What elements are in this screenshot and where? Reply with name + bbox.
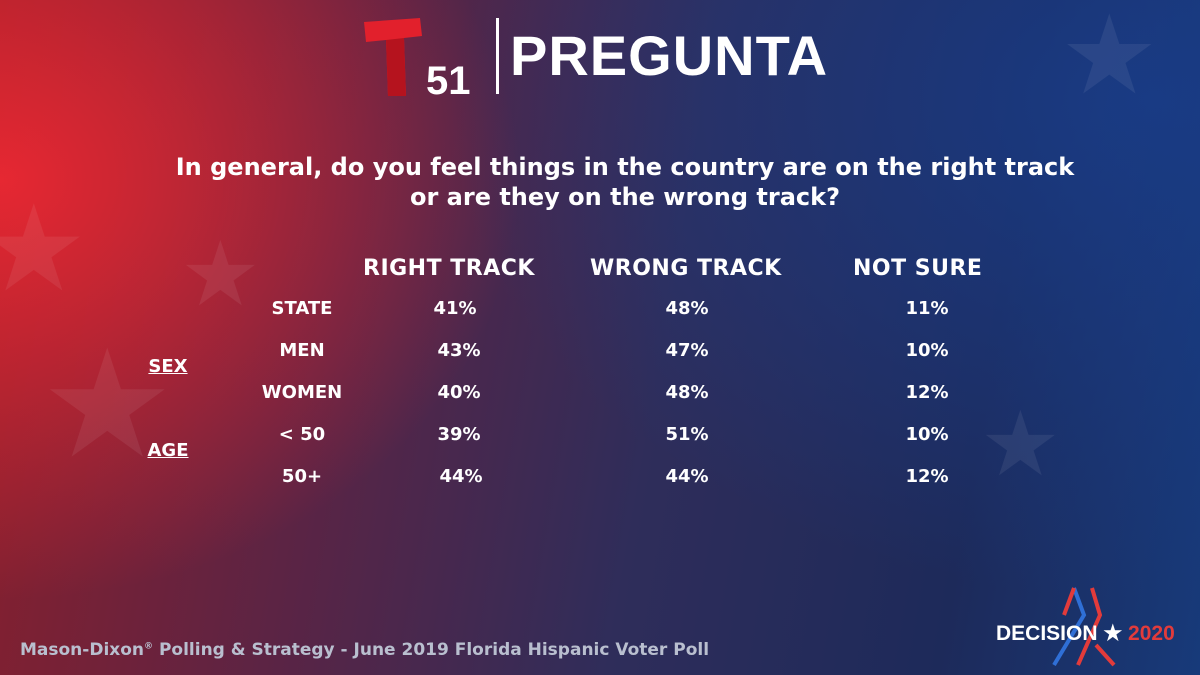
group-label-sex: SEX — [148, 356, 188, 377]
decision-star-icon: ★ — [1103, 622, 1123, 645]
background-star-icon: ★ — [980, 392, 1061, 497]
cell-under-50-right-track: 39% — [437, 424, 481, 445]
telemundo-logo: 51 — [364, 18, 471, 98]
cell-50-plus-wrong-track: 44% — [665, 466, 709, 487]
cell-50-plus-right-track: 44% — [439, 466, 483, 487]
background-star-icon: ★ — [1060, 0, 1159, 119]
row-label-state: STATE — [271, 298, 333, 319]
cell-under-50-not-sure: 10% — [905, 424, 949, 445]
cell-men-not-sure: 10% — [905, 340, 949, 361]
cell-women-right-track: 40% — [437, 382, 481, 403]
page-title: PREGUNTA — [510, 24, 829, 87]
decision-word: DECISION — [996, 622, 1098, 645]
column-header-not-sure: NOT SURE — [853, 256, 983, 281]
background-star-icon: ★ — [0, 180, 88, 319]
cell-state-wrong-track: 48% — [665, 298, 709, 319]
column-header-wrong-track: WRONG TRACK — [590, 256, 782, 281]
column-header-right-track: RIGHT TRACK — [363, 256, 535, 281]
row-label-under-50: < 50 — [278, 424, 326, 445]
decision-star-outline-icon — [1052, 587, 1116, 667]
group-label-age: AGE — [147, 440, 189, 461]
row-label-50-plus: 50+ — [281, 466, 323, 487]
question-text: In general, do you feel things in the co… — [80, 152, 1170, 212]
row-label-men: MEN — [279, 340, 325, 361]
logo-number: 51 — [426, 59, 471, 98]
cell-state-right-track: 41% — [433, 298, 477, 319]
decision-year: 2020 — [1128, 622, 1175, 645]
source-prefix: Mason-Dixon — [20, 640, 145, 660]
source-footer: Mason-Dixon® Polling & Strategy - June 2… — [20, 640, 709, 660]
cell-women-wrong-track: 48% — [665, 382, 709, 403]
cell-under-50-wrong-track: 51% — [665, 424, 709, 445]
cell-men-right-track: 43% — [437, 340, 481, 361]
cell-men-wrong-track: 47% — [665, 340, 709, 361]
source-rest: Polling & Strategy - June 2019 Florida H… — [153, 640, 710, 660]
question-line-1: In general, do you feel things in the co… — [175, 153, 1075, 181]
registered-mark: ® — [144, 641, 154, 652]
decision-2020-logo: DECISION ★ 2020 — [996, 585, 1175, 670]
cell-women-not-sure: 12% — [905, 382, 949, 403]
cell-state-not-sure: 11% — [905, 298, 949, 319]
row-label-women: WOMEN — [261, 382, 343, 403]
decision-2020-text: DECISION ★ 2020 — [996, 621, 1175, 646]
logo-divider — [496, 18, 499, 94]
cell-50-plus-not-sure: 12% — [905, 466, 949, 487]
question-line-2: or are they on the wrong track? — [409, 183, 841, 211]
